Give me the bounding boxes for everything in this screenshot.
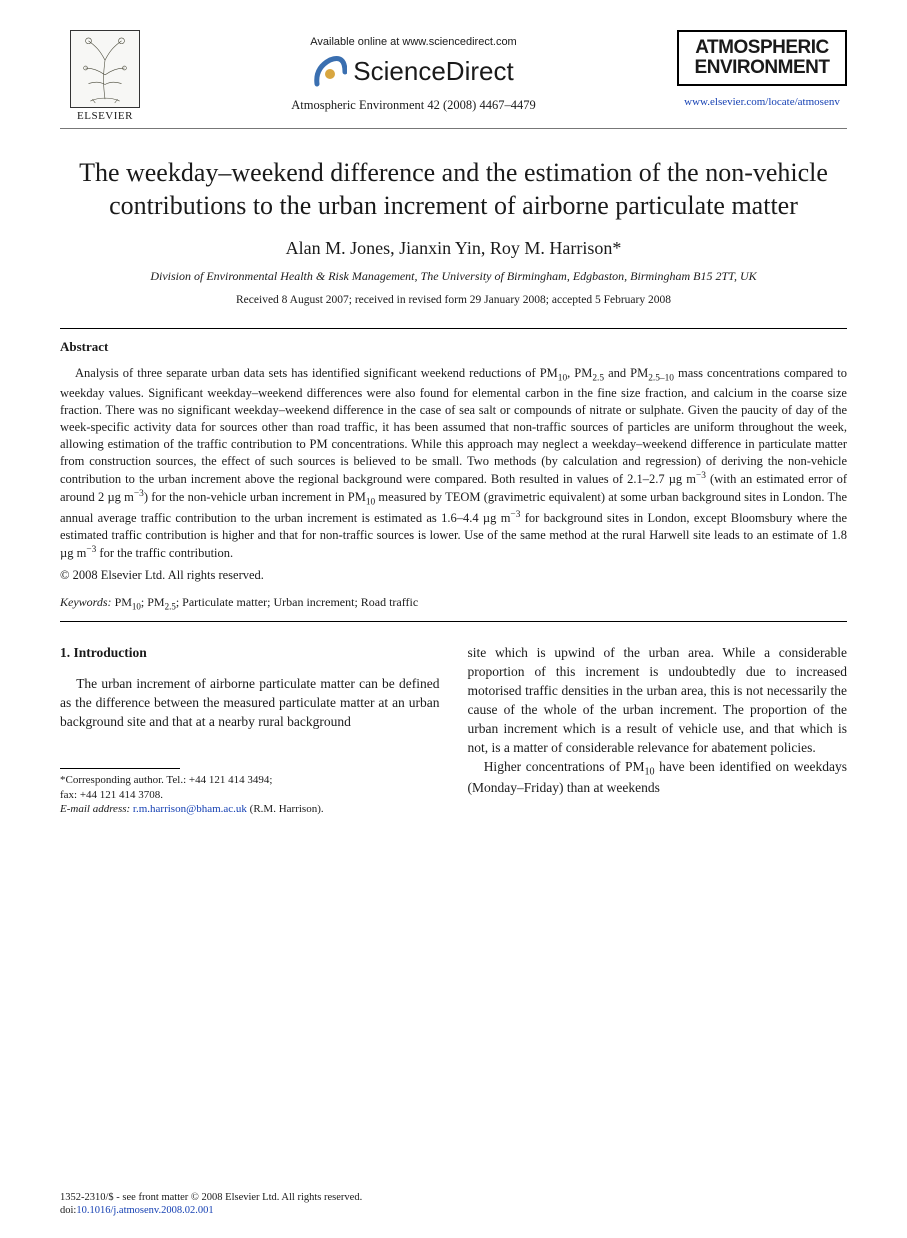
page-footer: 1352-2310/$ - see front matter © 2008 El… <box>60 1191 362 1218</box>
authors-text: Alan M. Jones, Jianxin Yin, Roy M. Harri… <box>286 238 622 258</box>
left-column: 1. Introduction The urban increment of a… <box>60 644 440 817</box>
email-label: E-mail address: <box>60 803 130 815</box>
sciencedirect-swoosh-icon <box>313 54 347 88</box>
article-title: The weekday–weekend difference and the e… <box>70 157 837 222</box>
right-column: site which is upwind of the urban area. … <box>468 644 848 817</box>
journal-title-box: ATMOSPHERIC ENVIRONMENT <box>677 30 847 86</box>
keywords-line: Keywords: PM10; PM2.5; Particulate matte… <box>60 595 847 611</box>
journal-reference: Atmospheric Environment 42 (2008) 4467–4… <box>150 98 677 113</box>
abstract-heading: Abstract <box>60 339 847 355</box>
corresponding-author-footnote: *Corresponding author. Tel.: +44 121 414… <box>60 773 440 818</box>
keywords-label: Keywords: <box>60 595 112 609</box>
front-matter-line: 1352-2310/$ - see front matter © 2008 El… <box>60 1191 362 1205</box>
available-online-text: Available online at www.sciencedirect.co… <box>150 36 677 48</box>
history-dates: Received 8 August 2007; received in revi… <box>60 294 847 306</box>
header-rule <box>60 128 847 129</box>
section-title: Introduction <box>74 645 147 660</box>
journal-homepage-link[interactable]: www.elsevier.com/locate/atmosenv <box>684 96 840 108</box>
page-header: ELSEVIER Available online at www.science… <box>60 30 847 122</box>
copyright-line: © 2008 Elsevier Ltd. All rights reserved… <box>60 568 847 583</box>
abstract-top-rule <box>60 328 847 329</box>
intro-paragraph-right-2: Higher concentrations of PM10 have been … <box>468 758 848 799</box>
abstract-text: Analysis of three separate urban data se… <box>60 365 847 562</box>
affiliation: Division of Environmental Health & Risk … <box>60 269 847 284</box>
keywords-values: PM10; PM2.5; Particulate matter; Urban i… <box>115 595 419 609</box>
journal-box-line2: ENVIRONMENT <box>683 58 841 78</box>
abstract-bottom-rule <box>60 621 847 622</box>
sciencedirect-logo: ScienceDirect <box>313 54 513 88</box>
corr-email-line: E-mail address: r.m.harrison@bham.ac.uk … <box>60 802 440 817</box>
intro-paragraph-left: The urban increment of airborne particul… <box>60 675 440 732</box>
section-heading: 1. Introduction <box>60 644 440 663</box>
doi-link[interactable]: 10.1016/j.atmosenv.2008.02.001 <box>76 1205 213 1216</box>
elsevier-tree-icon <box>70 30 140 108</box>
header-center: Available online at www.sciencedirect.co… <box>150 30 677 113</box>
authors-line: Alan M. Jones, Jianxin Yin, Roy M. Harri… <box>60 238 847 259</box>
body-columns: 1. Introduction The urban increment of a… <box>60 644 847 817</box>
sciencedirect-wordmark: ScienceDirect <box>353 56 513 87</box>
doi-line: doi:10.1016/j.atmosenv.2008.02.001 <box>60 1204 362 1218</box>
footnote-rule <box>60 768 180 769</box>
section-number: 1. <box>60 645 70 660</box>
intro-paragraph-right-1: site which is upwind of the urban area. … <box>468 644 848 757</box>
publisher-block: ELSEVIER <box>60 30 150 122</box>
corr-fax: fax: +44 121 414 3708. <box>60 788 440 803</box>
corr-email-link[interactable]: r.m.harrison@bham.ac.uk <box>133 803 247 815</box>
corr-tel: *Corresponding author. Tel.: +44 121 414… <box>60 773 440 788</box>
publisher-name: ELSEVIER <box>60 110 150 122</box>
doi-label: doi: <box>60 1205 76 1216</box>
journal-brand-block: ATMOSPHERIC ENVIRONMENT www.elsevier.com… <box>677 30 847 110</box>
journal-box-line1: ATMOSPHERIC <box>683 38 841 58</box>
corr-email-name: (R.M. Harrison). <box>250 803 324 815</box>
